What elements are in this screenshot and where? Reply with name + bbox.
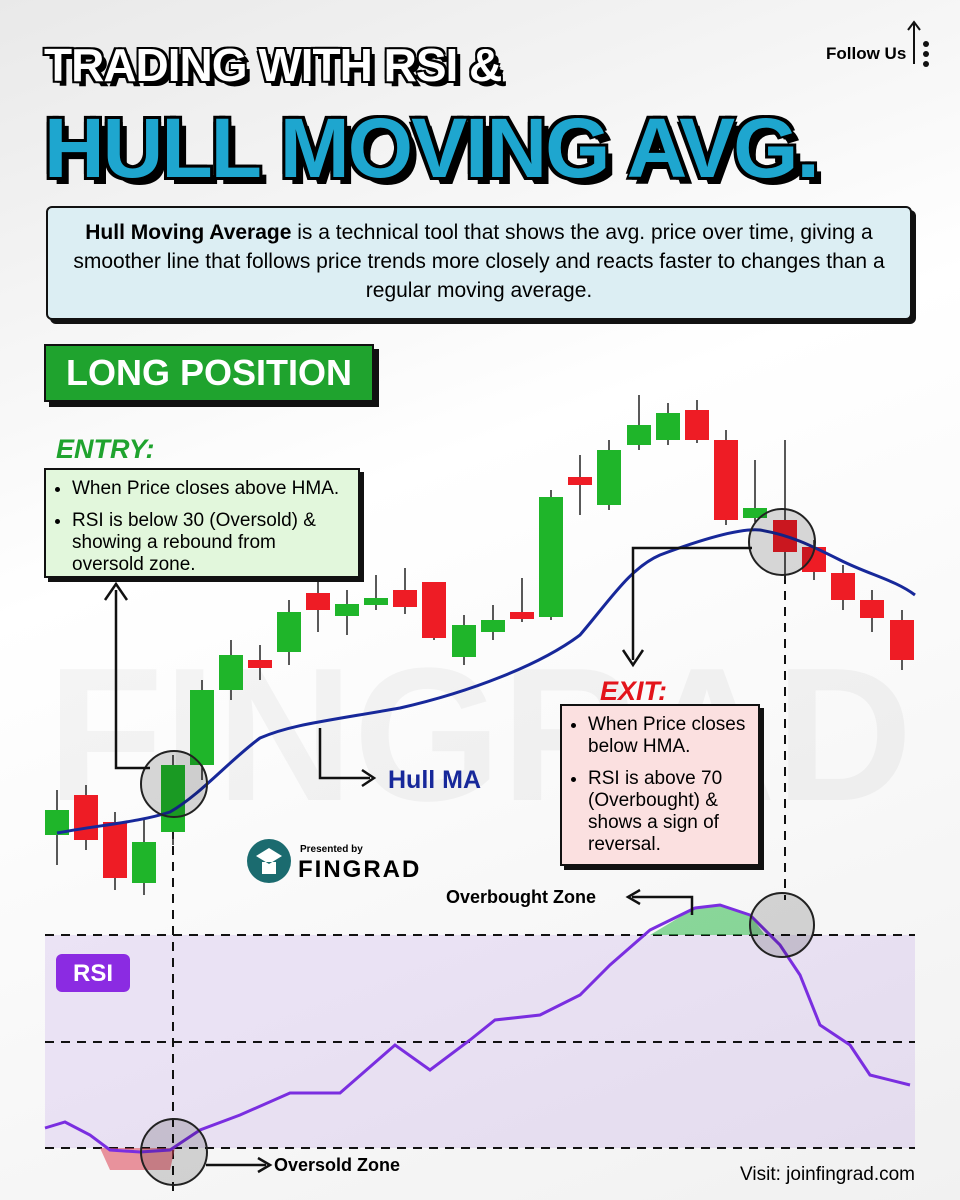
candle-body xyxy=(248,660,272,668)
logo-icon xyxy=(256,848,282,874)
footer: Visit: joinfingrad.com xyxy=(740,1164,915,1185)
candle-body xyxy=(627,425,651,445)
candle-body xyxy=(132,842,156,883)
candle-body xyxy=(364,598,388,605)
candle-body xyxy=(510,612,534,619)
hma-arrowhead xyxy=(361,768,377,788)
hull-ma-label: Hull MA xyxy=(388,766,481,794)
oversold-fill xyxy=(100,1148,175,1170)
candle-body xyxy=(860,600,884,618)
exit-box: When Price closes below HMA. RSI is above… xyxy=(560,704,760,866)
presented-by: Presented by xyxy=(300,844,363,855)
candle-body xyxy=(597,450,621,505)
title-line2: HULL MOVING AVG. xyxy=(44,101,820,195)
rsi-entry-circle xyxy=(140,1118,208,1186)
os-arrowhead xyxy=(257,1156,273,1174)
entry-box: When Price closes above HMA. RSI is below… xyxy=(44,468,360,578)
candle-body xyxy=(539,497,563,617)
hull-ma-line xyxy=(56,528,916,835)
rsi-badge xyxy=(56,954,130,992)
candle-body xyxy=(190,690,214,765)
candle-body xyxy=(277,612,301,652)
title-line1: TRADING WITH RSI & xyxy=(44,39,502,91)
candle-body xyxy=(481,620,505,632)
candle-body xyxy=(656,413,680,440)
brand: FINGRAD xyxy=(298,856,421,883)
intro-box: Hull Moving Average is a technical tool … xyxy=(46,206,912,320)
hma-arrow xyxy=(318,728,370,780)
rsi-label: RSI xyxy=(73,960,113,987)
candle-body xyxy=(103,822,127,878)
candle-body xyxy=(831,573,855,600)
intro-bold: Hull Moving Average xyxy=(85,221,292,244)
exit-circle xyxy=(748,508,816,576)
candle-body xyxy=(685,410,709,440)
entry-bullet: When Price closes above HMA. xyxy=(72,478,348,500)
exit-arrow xyxy=(631,546,752,660)
candle-body xyxy=(714,440,738,520)
intro-text: is a technical tool that shows the avg. … xyxy=(73,221,885,302)
entry-bullet: RSI is below 30 (Oversold) & showing a r… xyxy=(72,510,348,576)
candle-body xyxy=(219,655,243,690)
rsi-line xyxy=(44,903,911,1154)
candle-body xyxy=(568,477,592,485)
entry-circle xyxy=(140,750,208,818)
follow-arrow xyxy=(907,20,921,64)
candle-body xyxy=(335,604,359,616)
exit-arrowhead xyxy=(621,649,645,668)
candle-body xyxy=(74,795,98,840)
exit-heading: EXIT: xyxy=(600,676,667,706)
exit-bullet: When Price closes below HMA. xyxy=(588,714,748,758)
candle-body xyxy=(161,765,185,832)
overbought-label: Overbought Zone xyxy=(446,887,596,907)
candle-body xyxy=(743,508,767,518)
candle-body xyxy=(393,590,417,607)
candle-body xyxy=(890,620,914,660)
ob-arrow xyxy=(632,895,694,915)
entry-arrowhead xyxy=(103,581,129,601)
exit-bullet: RSI is above 70 (Overbought) & shows a s… xyxy=(588,768,748,856)
candle-body xyxy=(422,582,446,638)
candle-body xyxy=(306,593,330,610)
candle-body xyxy=(452,625,476,657)
oversold-label: Oversold Zone xyxy=(274,1155,400,1175)
rsi-exit-circle xyxy=(749,892,815,958)
entry-arrow xyxy=(114,590,150,770)
ob-arrowhead xyxy=(625,888,641,906)
follow-us[interactable]: Follow Us xyxy=(826,44,907,63)
overbought-fill xyxy=(650,905,765,935)
position-badge: LONG POSITION xyxy=(44,344,375,402)
entry-heading: ENTRY: xyxy=(56,434,155,464)
